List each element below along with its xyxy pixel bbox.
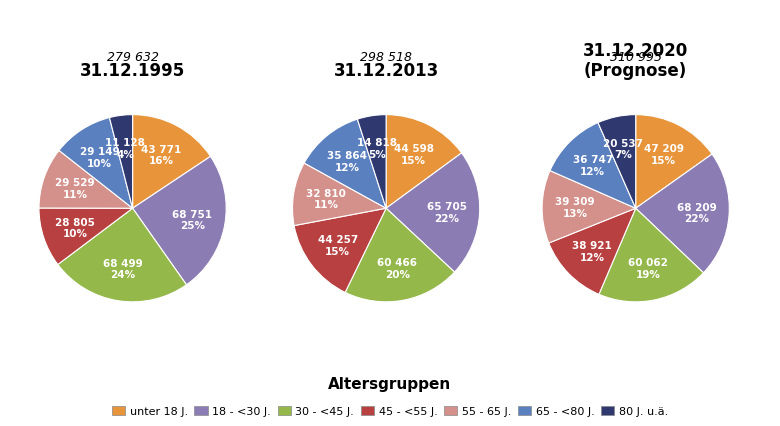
Wedge shape [58, 209, 186, 302]
Text: 65 705
22%: 65 705 22% [427, 201, 467, 223]
Wedge shape [294, 209, 386, 293]
Text: 68 209
22%: 68 209 22% [676, 202, 716, 224]
Text: 44 257
15%: 44 257 15% [317, 235, 358, 256]
Text: 36 747
12%: 36 747 12% [573, 155, 613, 177]
Text: 28 805
10%: 28 805 10% [55, 217, 95, 239]
Text: 38 921
12%: 38 921 12% [573, 240, 612, 262]
Text: 298 518: 298 518 [360, 51, 412, 64]
Wedge shape [304, 120, 386, 209]
Wedge shape [357, 115, 386, 209]
Wedge shape [109, 115, 133, 209]
Wedge shape [39, 208, 133, 265]
Text: 279 632: 279 632 [107, 51, 158, 64]
Text: 310 995: 310 995 [610, 51, 661, 64]
Wedge shape [133, 157, 226, 285]
Wedge shape [598, 115, 636, 209]
Wedge shape [550, 123, 636, 209]
Text: 47 209
15%: 47 209 15% [644, 144, 683, 166]
Text: 20 537
7%: 20 537 7% [603, 138, 644, 160]
Text: 11 128
4%: 11 128 4% [105, 138, 145, 159]
Text: 39 309
13%: 39 309 13% [555, 197, 594, 219]
Title: 31.12.2020
(Prognose): 31.12.2020 (Prognose) [583, 42, 688, 80]
Title: 31.12.2013: 31.12.2013 [334, 62, 438, 80]
Wedge shape [549, 209, 636, 295]
Wedge shape [292, 164, 386, 226]
Text: 32 810
11%: 32 810 11% [306, 188, 346, 210]
Text: 68 751
25%: 68 751 25% [172, 209, 212, 231]
Wedge shape [599, 209, 704, 302]
Wedge shape [636, 155, 729, 273]
Legend: unter 18 J., 18 - <30 J., 30 - <45 J., 45 - <55 J., 55 - 65 J., 65 - <80 J., 80 : unter 18 J., 18 - <30 J., 30 - <45 J., 4… [108, 401, 672, 420]
Wedge shape [386, 153, 480, 273]
Text: 68 499
24%: 68 499 24% [103, 258, 143, 279]
Wedge shape [59, 118, 133, 209]
Wedge shape [542, 171, 636, 243]
Wedge shape [346, 209, 455, 302]
Title: 31.12.1995: 31.12.1995 [80, 62, 185, 80]
Wedge shape [133, 115, 211, 209]
Text: 60 466
20%: 60 466 20% [378, 258, 417, 279]
Text: 29 149
10%: 29 149 10% [80, 147, 119, 169]
Wedge shape [386, 115, 462, 209]
Text: 35 864
12%: 35 864 12% [328, 151, 367, 173]
Text: 44 598
15%: 44 598 15% [394, 144, 434, 165]
Text: 29 529
11%: 29 529 11% [55, 178, 95, 200]
Text: 43 771
16%: 43 771 16% [141, 144, 182, 166]
Wedge shape [39, 151, 133, 209]
Text: 14 818
5%: 14 818 5% [356, 138, 397, 160]
Text: Altersgruppen: Altersgruppen [328, 376, 452, 391]
Wedge shape [636, 115, 712, 209]
Text: 60 062
19%: 60 062 19% [628, 257, 668, 279]
